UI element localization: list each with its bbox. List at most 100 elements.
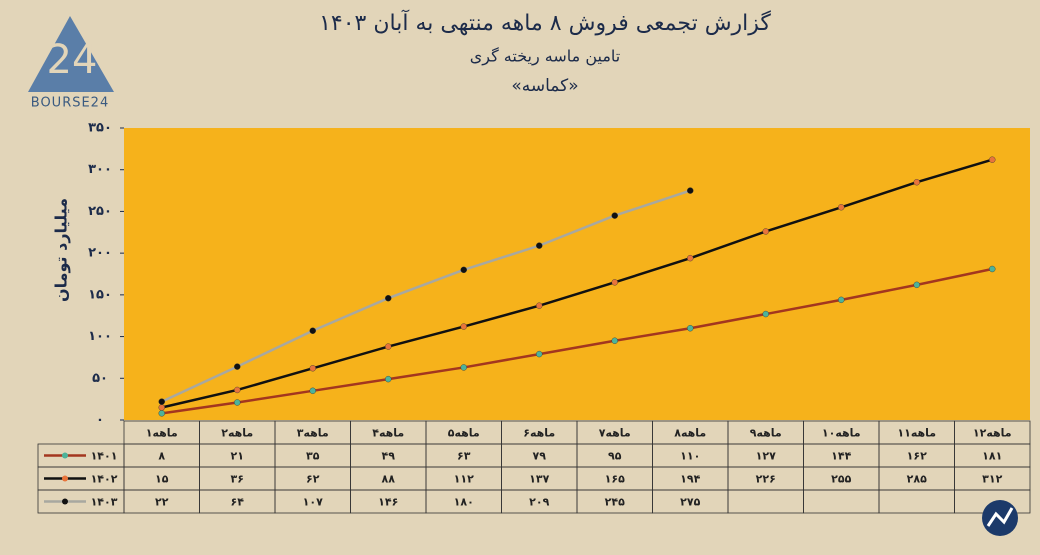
table-value: ۲۲ bbox=[155, 496, 169, 509]
logo-text: BOURSE24 bbox=[31, 96, 109, 111]
table-value: ۶۲ bbox=[306, 473, 320, 486]
table-value: ۸ bbox=[158, 450, 165, 463]
table-value: ۱۰۷ bbox=[303, 496, 323, 509]
series-marker bbox=[234, 386, 241, 394]
series-marker bbox=[158, 398, 165, 405]
x-tick-label: ۱۲ماهه bbox=[973, 427, 1012, 440]
data-table: ۱ماهه ۲ماهه ۳ماهه ۴ماهه ۵ماهه ۶ماهه ۷ماهه ۸ماهه… bbox=[37, 420, 1031, 514]
legend-label: ۱۴۰۲ bbox=[91, 473, 118, 486]
table-value: ۲۵۵ bbox=[831, 473, 851, 486]
table-value: ۲۱ bbox=[231, 450, 244, 463]
series-marker bbox=[385, 294, 392, 302]
table-value: ۱۵ bbox=[155, 473, 169, 486]
table-value: ۲۲۶ bbox=[756, 473, 776, 486]
y-tick-label: ۰ bbox=[96, 413, 104, 428]
table-value: ۳۱۲ bbox=[982, 473, 1002, 486]
series-marker bbox=[460, 266, 467, 274]
series-marker bbox=[234, 363, 241, 370]
x-tick-label: ۱۰ماهه bbox=[822, 427, 861, 440]
series-marker bbox=[536, 302, 543, 309]
x-tick-label: ۲ماهه bbox=[221, 427, 253, 440]
series-marker bbox=[234, 399, 241, 406]
table-value: ۱۱۲ bbox=[454, 473, 474, 486]
series-marker bbox=[309, 387, 316, 394]
table-value: ۶۴ bbox=[231, 496, 245, 509]
series-marker bbox=[385, 375, 392, 383]
x-tick-label: ۹ماهه bbox=[750, 427, 782, 440]
y-tick-label: ۲۵۰ bbox=[88, 204, 112, 219]
x-tick-label: ۶ماهه bbox=[523, 427, 555, 440]
series-line bbox=[161, 267, 993, 415]
table-value: ۷۹ bbox=[533, 450, 547, 463]
table-value: ۹۵ bbox=[608, 450, 622, 463]
table-value: ۶۳ bbox=[457, 450, 471, 463]
plot-area bbox=[124, 128, 1030, 420]
table-value: ۱۱۰ bbox=[680, 450, 700, 463]
series-marker bbox=[989, 156, 996, 163]
x-tick-label: ۵ماهه bbox=[448, 427, 480, 440]
table-value: ۱۶۲ bbox=[907, 450, 927, 463]
series-marker bbox=[536, 350, 543, 358]
x-tick-label: ۴ماهه bbox=[372, 427, 404, 440]
y-tick-label: ۵۰ bbox=[92, 371, 108, 386]
series-line bbox=[161, 189, 691, 403]
chart-title: گزارش تجمعی فروش ۸ ماهه منتهی به آبان ۱۴… bbox=[319, 9, 771, 36]
legend-marker bbox=[62, 452, 68, 459]
series-marker bbox=[309, 327, 316, 334]
series-marker bbox=[460, 323, 467, 330]
table-value: ۱۸۰ bbox=[454, 496, 474, 509]
chart-subtitle: تامین ماسه ریخته گری bbox=[470, 47, 620, 67]
table-value: ۱۴۴ bbox=[831, 450, 851, 463]
series-marker bbox=[611, 212, 618, 219]
series-marker bbox=[838, 204, 845, 211]
series-marker bbox=[989, 265, 996, 273]
series-marker bbox=[158, 404, 165, 411]
table-value: ۲۷۵ bbox=[680, 496, 700, 509]
table-value: ۱۳۷ bbox=[529, 473, 549, 486]
series-marker bbox=[687, 187, 694, 194]
legend-marker bbox=[62, 475, 68, 482]
series-marker bbox=[838, 296, 845, 304]
series-marker bbox=[309, 365, 316, 372]
x-tick-label: ۷ماهه bbox=[599, 427, 631, 440]
icon-arrow bbox=[986, 507, 1014, 527]
series-marker bbox=[913, 179, 920, 186]
table-value: ۱۶۵ bbox=[605, 473, 625, 486]
y-tick-label: ۳۰۰ bbox=[88, 162, 112, 177]
corner-icon bbox=[982, 500, 1018, 536]
chart-subtitle: «کماسه» bbox=[511, 76, 578, 96]
x-tick-label: ۳ماهه bbox=[297, 427, 329, 440]
series-marker bbox=[762, 228, 769, 235]
series-marker bbox=[687, 325, 694, 332]
table-value: ۱۸۱ bbox=[982, 450, 1002, 463]
legend-label: ۱۴۰۳ bbox=[91, 496, 118, 509]
y-tick-label: ۱۰۰ bbox=[88, 329, 112, 344]
series-marker bbox=[611, 337, 618, 344]
legend-marker bbox=[62, 498, 68, 505]
x-tick-label: ۱۱ماهه bbox=[897, 427, 936, 440]
series-marker bbox=[611, 279, 618, 286]
y-tick-label: ۱۵۰ bbox=[88, 287, 112, 302]
table-value: ۱۴۶ bbox=[378, 496, 398, 509]
table-value: ۲۸۵ bbox=[907, 473, 927, 486]
table-value: ۱۲۷ bbox=[756, 450, 776, 463]
table-value: ۴۹ bbox=[382, 450, 396, 463]
y-axis-label: میلیارد تومان bbox=[52, 198, 71, 302]
series-marker bbox=[913, 281, 920, 289]
logo-triangle bbox=[28, 16, 114, 92]
table-value: ۸۸ bbox=[382, 473, 396, 486]
series-marker bbox=[460, 364, 467, 371]
table-value: ۱۹۴ bbox=[680, 473, 700, 486]
table-value: ۲۴۵ bbox=[605, 496, 625, 509]
y-tick-label: ۲۰۰ bbox=[88, 246, 112, 261]
series-line bbox=[161, 158, 993, 409]
table-value: ۲۰۹ bbox=[529, 496, 549, 509]
legend-label: ۱۴۰۱ bbox=[91, 450, 118, 463]
series-marker bbox=[762, 310, 769, 318]
x-tick-label: ۸ماهه bbox=[674, 427, 706, 440]
series-marker bbox=[158, 410, 165, 417]
x-tick-label: ۱ماهه bbox=[146, 427, 178, 440]
table-value: ۳۵ bbox=[306, 450, 320, 463]
series-marker bbox=[687, 254, 694, 262]
